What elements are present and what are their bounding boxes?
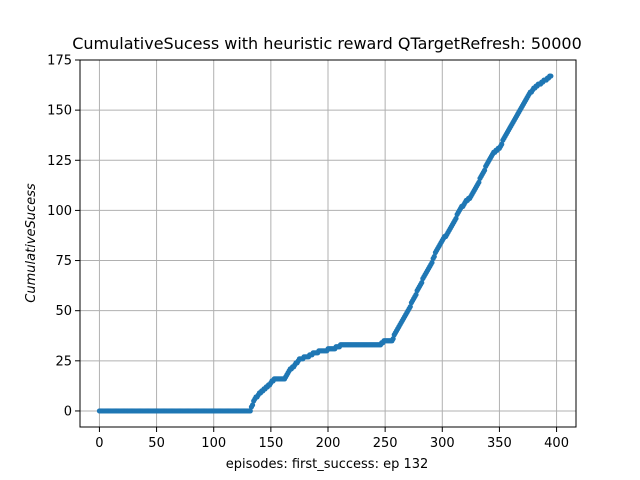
data-point [249,402,256,408]
y-tick-label: 0 [64,404,72,419]
y-tick-label: 150 [47,104,72,119]
y-tick-label: 175 [47,54,72,69]
y-tick-label: 100 [47,204,72,219]
x-tick-label: 350 [487,436,512,451]
x-tick-label: 100 [201,436,226,451]
y-tick-label: 50 [55,304,72,319]
y-tick-label: 125 [47,154,72,169]
grid [80,59,576,427]
data-point [390,336,396,342]
data-point [429,259,435,266]
data-point [431,253,437,260]
data-point [499,141,505,147]
data-point [413,292,419,298]
x-tick-label: 400 [544,436,569,451]
data-point [453,215,459,222]
y-tick-label: 75 [55,254,72,269]
data-point [481,167,488,173]
x-tick-label: 50 [148,436,165,451]
x-tick-label: 150 [258,436,283,451]
x-tick-label: 300 [430,436,455,451]
data-point [247,408,253,414]
x-axis-label: episodes: first_success: ep 132 [226,457,429,472]
x-tick-label: 200 [316,436,341,451]
y-tick-label: 25 [55,354,72,369]
x-tick-label: 250 [373,436,398,451]
data-point [476,179,482,185]
data-point [407,304,413,310]
y-axis-label: CumulativeSucess [24,183,39,303]
data-point [419,280,425,286]
data-point [548,73,554,79]
data-series [96,73,554,414]
x-tick-label: 0 [95,436,103,451]
chart-title: CumulativeSucess with heuristic reward Q… [72,34,582,53]
axis-ticks: 0 50 100 150 200 250 300 350 400 0 25 50 75 100 125 150… [47,54,569,452]
